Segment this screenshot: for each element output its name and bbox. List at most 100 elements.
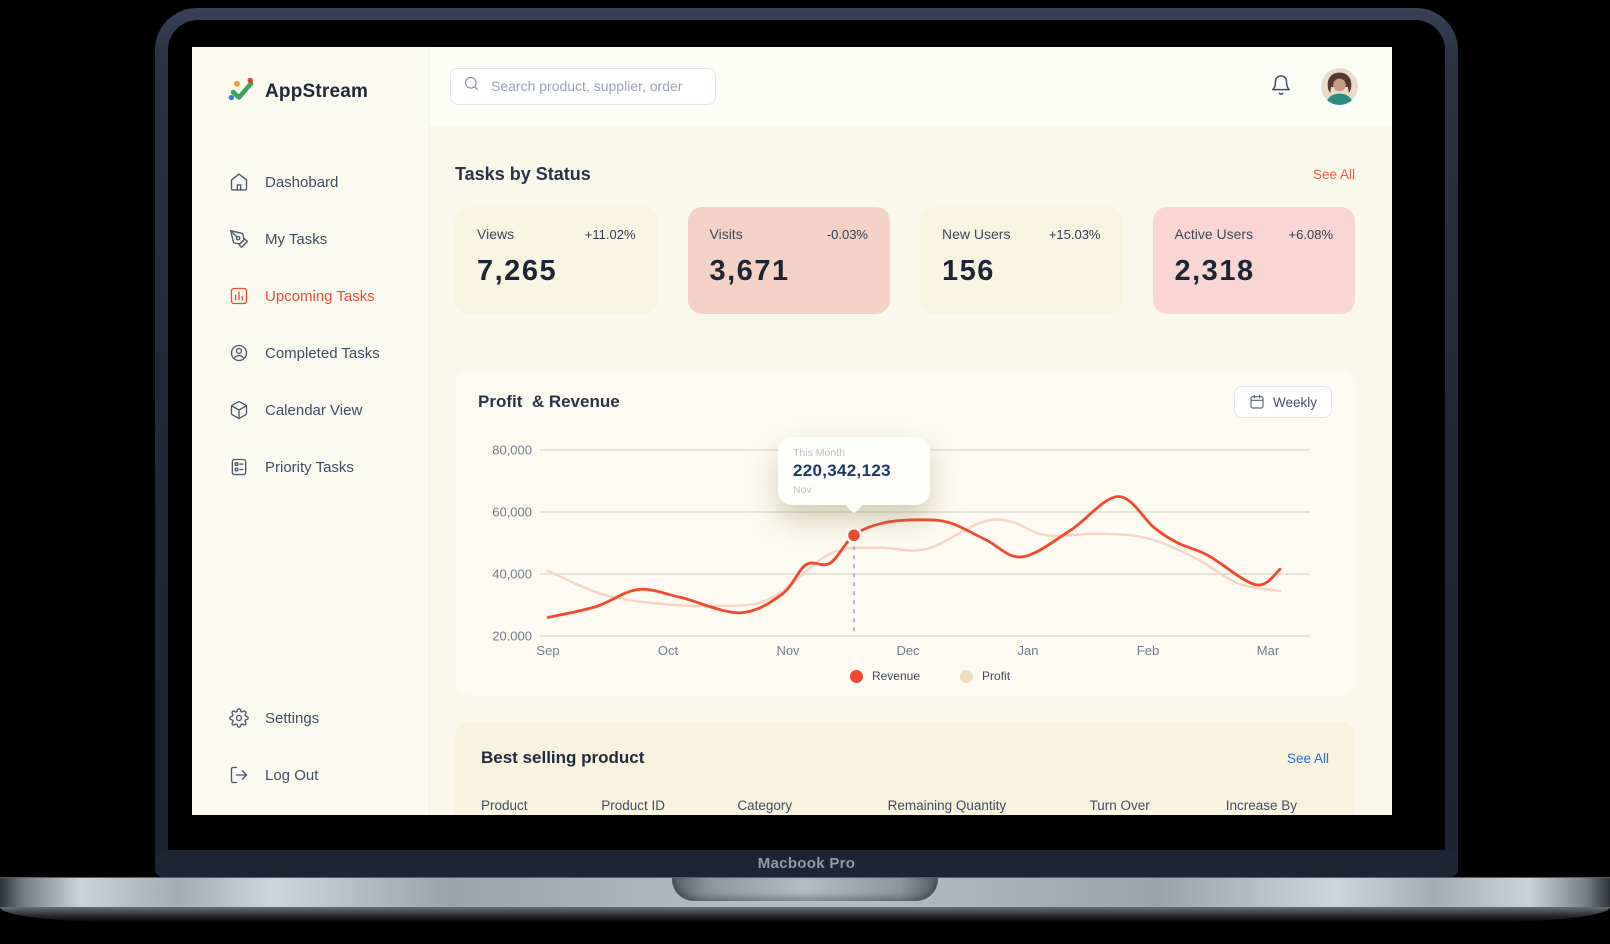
svg-text:Sep: Sep bbox=[536, 643, 559, 658]
sidebar-item-calendar-view[interactable]: Calendar View bbox=[228, 393, 429, 427]
svg-text:Oct: Oct bbox=[658, 643, 679, 658]
home-icon bbox=[228, 171, 250, 193]
stat-label: Visits bbox=[709, 226, 743, 242]
chart-body[interactable]: 80,000 60,000 40,000 20.000 Sep Oct Nov Dec Jan F… bbox=[478, 422, 1318, 665]
bell-icon[interactable] bbox=[1270, 74, 1294, 98]
stat-label: New Users bbox=[942, 226, 1011, 242]
sidebar-item-completed-tasks[interactable]: Completed Tasks bbox=[228, 336, 429, 370]
stat-card-visits[interactable]: Visits -0.03% 3,671 bbox=[687, 207, 890, 314]
stat-value: 7,265 bbox=[477, 255, 558, 287]
stat-card-active-users[interactable]: Active Users +6.08% 2,318 bbox=[1152, 207, 1355, 314]
search-input[interactable] bbox=[489, 77, 703, 95]
best-selling-header: Best selling product See All bbox=[481, 745, 1329, 771]
sidebar-item-my-tasks[interactable]: My Tasks bbox=[228, 222, 429, 256]
period-label: Weekly bbox=[1272, 394, 1317, 410]
brand-name: AppStream bbox=[265, 81, 369, 102]
tasks-by-status-header: Tasks by Status See All bbox=[455, 161, 1355, 187]
legend-item-revenue[interactable]: Revenue bbox=[849, 669, 921, 683]
stat-value: 3,671 bbox=[709, 255, 790, 287]
sidebar-item-label: Dashobard bbox=[265, 173, 339, 191]
column-header: Product ID bbox=[601, 798, 665, 813]
stat-card-top: Visits -0.03% bbox=[710, 226, 869, 242]
gear-icon bbox=[228, 707, 250, 729]
section-title: Tasks by Status bbox=[455, 163, 591, 184]
chart-header: Profit & Revenue Weekly bbox=[478, 386, 1332, 418]
stat-card-new-users[interactable]: New Users +15.03% 156 bbox=[920, 207, 1123, 314]
profit-revenue-chart: 80,000 60,000 40,000 20.000 Sep Oct Nov Dec Jan F… bbox=[492, 443, 1310, 658]
search-icon bbox=[463, 75, 480, 97]
stat-card-top: New Users +15.03% bbox=[942, 226, 1101, 242]
sidebar-item-priority-tasks[interactable]: Priority Tasks bbox=[228, 450, 429, 484]
laptop-notch bbox=[672, 878, 938, 901]
stat-card-views[interactable]: Views +11.02% 7,265 bbox=[455, 207, 658, 314]
svg-text:20.000: 20.000 bbox=[492, 629, 532, 644]
main-area: Tasks by Status See All Views +11.02% 7,… bbox=[430, 47, 1392, 815]
svg-text:Jan: Jan bbox=[1018, 643, 1039, 658]
column-header: Product bbox=[481, 798, 528, 813]
stat-delta: +15.03% bbox=[1048, 227, 1101, 242]
brand[interactable]: AppStream bbox=[228, 75, 429, 109]
column-header: Turn Over bbox=[1089, 798, 1150, 813]
sidebar-item-label: Log Out bbox=[265, 766, 319, 784]
sidebar-item-label: Calendar View bbox=[265, 401, 363, 419]
stat-delta: -0.03% bbox=[826, 227, 868, 242]
stat-label: Active Users bbox=[1174, 226, 1254, 242]
svg-text:Dec: Dec bbox=[896, 643, 920, 658]
column-header: Category bbox=[737, 798, 793, 813]
sidebar-item-upcoming-tasks[interactable]: Upcoming Tasks bbox=[228, 279, 429, 313]
best-selling-see-all-link[interactable]: See All bbox=[1286, 750, 1329, 766]
sidebar-item-label: Settings bbox=[265, 709, 320, 727]
table-header-row: Product Product ID Category Remaining Qu… bbox=[481, 798, 1329, 813]
svg-text:60,000: 60,000 bbox=[492, 505, 532, 520]
device-label: Macbook Pro bbox=[757, 855, 856, 872]
user-circle-icon bbox=[228, 342, 250, 364]
sidebar-item-settings[interactable]: Settings bbox=[228, 701, 429, 735]
revenue-dot-icon bbox=[849, 669, 863, 683]
svg-text:Nov: Nov bbox=[776, 643, 800, 658]
stat-card-top: Active Users +6.08% bbox=[1175, 226, 1334, 242]
sidebar-item-label: Completed Tasks bbox=[265, 344, 380, 362]
sidebar-item-label: My Tasks bbox=[265, 230, 328, 248]
pen-tool-icon bbox=[228, 228, 250, 250]
legend-item-profit[interactable]: Profit bbox=[960, 669, 1010, 683]
legend-label: Profit bbox=[982, 669, 1011, 683]
period-selector-button[interactable]: Weekly bbox=[1233, 386, 1332, 418]
laptop-hinge: Macbook Pro bbox=[155, 850, 1458, 877]
appstream-logo-icon bbox=[228, 77, 254, 108]
search-box[interactable] bbox=[450, 67, 716, 105]
sidebar-item-logout[interactable]: Log Out bbox=[228, 758, 429, 792]
app-window: AppStream Dashobard My Tasks Upcoming Ta… bbox=[192, 47, 1392, 815]
logout-icon bbox=[228, 764, 250, 786]
profit-revenue-card: Profit & Revenue Weekly 80,000 60,000 40,0… bbox=[455, 370, 1355, 695]
checklist-icon bbox=[228, 456, 250, 478]
profit-dot-icon bbox=[960, 669, 974, 683]
stat-delta: +11.02% bbox=[584, 227, 636, 242]
svg-text:40,000: 40,000 bbox=[492, 567, 532, 582]
avatar[interactable] bbox=[1321, 67, 1358, 105]
svg-text:Feb: Feb bbox=[1137, 643, 1159, 658]
tasks-see-all-link[interactable]: See All bbox=[1312, 166, 1355, 182]
sidebar-item-label: Priority Tasks bbox=[265, 458, 354, 476]
stat-value: 156 bbox=[942, 255, 995, 287]
svg-text:Mar: Mar bbox=[1257, 643, 1280, 658]
sidebar-item-dashboard[interactable]: Dashobard bbox=[228, 165, 429, 199]
stat-value: 2,318 bbox=[1174, 255, 1255, 287]
stat-label: Views bbox=[477, 226, 515, 242]
sidebar-item-label: Upcoming Tasks bbox=[265, 287, 375, 305]
sidebar: AppStream Dashobard My Tasks Upcoming Ta… bbox=[192, 47, 430, 815]
stat-delta: +6.08% bbox=[1288, 227, 1333, 242]
column-header: Remaining Quantity bbox=[887, 798, 1007, 813]
topbar bbox=[430, 47, 1392, 125]
bar-chart-icon bbox=[228, 285, 250, 307]
best-selling-card: Best selling product See All Product Pro… bbox=[455, 721, 1355, 815]
sidebar-spacer bbox=[228, 507, 429, 701]
column-header: Increase By bbox=[1225, 798, 1297, 813]
stat-cards-row: Views +11.02% 7,265 Visits -0.03% 3,671 bbox=[455, 207, 1355, 314]
chart-legend: Revenue Profit bbox=[478, 665, 1332, 687]
laptop-screen: Macbook Pro AppStream bbox=[155, 8, 1458, 877]
content: Tasks by Status See All Views +11.02% 7,… bbox=[430, 125, 1392, 815]
chart-title: Profit & Revenue bbox=[478, 392, 620, 411]
calendar-icon bbox=[1249, 394, 1265, 410]
legend-label: Revenue bbox=[871, 669, 921, 683]
stat-card-top: Views +11.02% bbox=[477, 226, 636, 242]
